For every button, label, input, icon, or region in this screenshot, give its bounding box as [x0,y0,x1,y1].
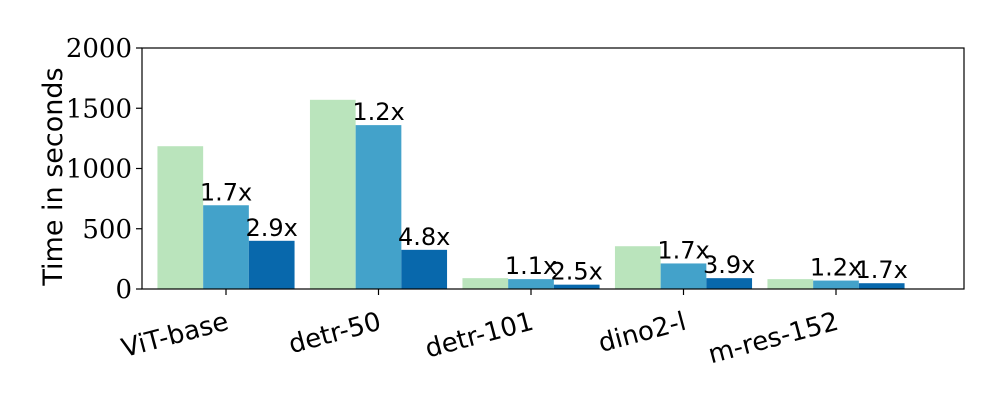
bar-data-label: 1.1x [505,252,557,280]
y-tick-label: 0 [115,275,132,305]
bar-dino2-l-series-1 [614,246,661,289]
x-tick-label: detr-50 [286,307,385,360]
bar-detr-101-series-2 [508,279,554,289]
bar-data-label: 1.2x [810,254,862,282]
x-axis: ViT-base detr-50 detr-101 dino2-l m-res-152 [118,289,842,371]
bar-dino2-l-series-3 [706,278,753,289]
bar-vit-base-series-2 [203,205,249,289]
bar-data-label: 1.7x [856,256,908,284]
bar-detr-101-series-1 [462,278,509,289]
bar-data-label: 4.8x [398,223,450,251]
bar-detr-50-series-1 [309,99,356,289]
x-tick-label: dino2-l [595,307,689,359]
bar-detr-50-series-2 [355,125,402,290]
x-tick-label: ViT-base [118,307,231,364]
bar-data-label: 1.7x [657,236,709,264]
bar-m-res-152-series-3 [858,283,905,289]
bar-labels-group: 1.7x2.9x1.2x4.8x1.1x2.5x1.7x3.9x 1.2x1.7x [200,98,908,286]
bar-m-res-152-series-2 [813,280,859,289]
bars-group [157,99,905,290]
y-tick-label: 1500 [66,94,132,124]
bar-detr-50-series-3 [401,249,448,289]
y-axis: 0 500 1000 1500 2000 [66,34,142,305]
bar-dino2-l-series-2 [660,263,707,289]
bar-data-label: 3.9x [703,251,755,279]
bar-vit-base-series-3 [248,240,295,289]
bar-vit-base-series-1 [157,146,204,289]
bar-detr-101-series-3 [553,284,600,289]
x-tick-label: m-res-152 [705,307,842,371]
x-tick-label: detr-101 [422,307,537,365]
y-tick-label: 2000 [66,34,132,64]
bar-data-label: 1.2x [352,98,404,126]
bar-m-res-152-series-1 [767,279,814,289]
y-tick-label: 1000 [66,155,132,185]
y-axis-title: Time in seconds [38,67,69,286]
bar-data-label: 1.7x [200,178,252,206]
bar-data-label: 2.9x [246,214,298,242]
bar-data-label: 2.5x [551,258,603,286]
y-tick-label: 500 [82,215,132,245]
